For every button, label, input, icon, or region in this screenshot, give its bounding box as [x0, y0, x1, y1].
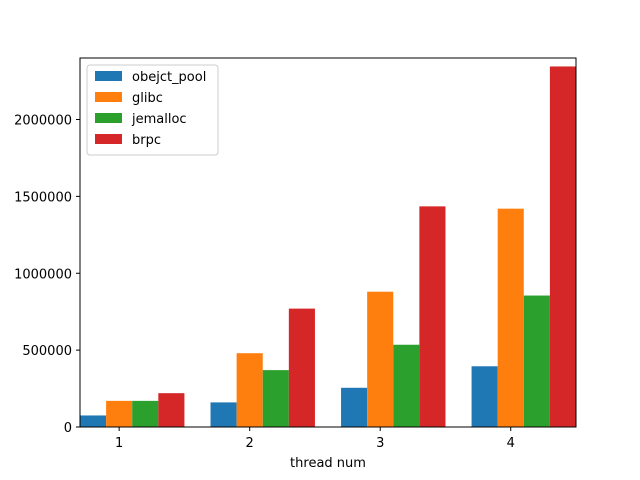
- bar-brpc-1: [158, 393, 185, 427]
- x-axis-label: thread num: [290, 456, 366, 471]
- legend-swatch-brpc: [95, 134, 122, 144]
- legend-swatch-glibc: [95, 92, 122, 102]
- bars-group: [80, 66, 576, 428]
- bar-jemalloc-2: [262, 370, 289, 427]
- x-tick-label: 4: [507, 436, 515, 451]
- legend-label-obejct_pool: obejct_pool: [132, 70, 206, 85]
- bar-obejct_pool-4: [471, 366, 498, 427]
- y-tick-label: 0: [64, 421, 72, 436]
- bar-obejct_pool-2: [210, 402, 237, 427]
- plot-frame: [79, 57, 577, 428]
- bar-glibc-3: [367, 291, 394, 427]
- x-tick-label: 3: [376, 436, 384, 451]
- bar-jemalloc-4: [523, 295, 550, 427]
- bar-glibc-4: [497, 208, 524, 427]
- bar-obejct_pool-3: [341, 387, 368, 427]
- y-tick-label: 2000000: [14, 114, 72, 129]
- legend-swatch-obejct_pool: [95, 71, 122, 81]
- bar-jemalloc-1: [132, 400, 159, 427]
- bar-glibc-1: [106, 400, 133, 427]
- y-axis: 0 500000 1000000 1500000 2000000: [14, 114, 80, 436]
- bar-brpc-4: [549, 66, 576, 428]
- x-tick-label: 1: [115, 436, 123, 451]
- bar-brpc-2: [288, 308, 315, 427]
- legend-label-brpc: brpc: [132, 133, 161, 148]
- y-tick-label: 1500000: [14, 190, 72, 205]
- legend-label-glibc: glibc: [132, 91, 163, 106]
- y-tick-label: 500000: [22, 344, 72, 359]
- legend-swatch-jemalloc: [95, 113, 122, 123]
- y-tick-label: 1000000: [14, 267, 72, 282]
- bar-brpc-3: [419, 206, 446, 427]
- legend-box: [86, 64, 219, 156]
- x-tick-label: 2: [246, 436, 254, 451]
- legend-label-jemalloc: jemalloc: [131, 112, 187, 127]
- x-axis: 1 2 3 4: [115, 427, 515, 451]
- bar-glibc-2: [236, 353, 263, 427]
- bar-jemalloc-3: [393, 344, 420, 427]
- bar-obejct_pool-1: [80, 415, 107, 427]
